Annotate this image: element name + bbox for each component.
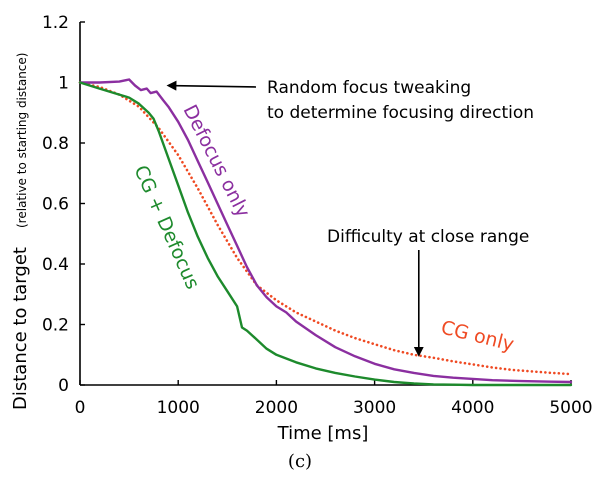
y-tick-label: 0 xyxy=(58,376,69,396)
x-tick-label: 2000 xyxy=(255,398,298,418)
x-tick-label: 0 xyxy=(75,398,86,418)
axes: 0 1000 2000 3000 4000 5000 0 0.2 0.4 0.6 0.8 1 1.2 xyxy=(42,13,593,418)
y-tick-label: 1 xyxy=(58,74,69,94)
series-label-cg-only: CG only xyxy=(439,317,516,356)
y-tick-label: 0.6 xyxy=(42,195,69,215)
x-tick-label: 3000 xyxy=(353,398,396,418)
y-tick-label: 0.8 xyxy=(42,134,69,154)
y-tick-label: 0.4 xyxy=(42,255,69,275)
series-layer xyxy=(78,78,573,387)
figure-caption: (c) xyxy=(288,451,312,472)
y-tick-label: 0.2 xyxy=(42,316,69,336)
annotation-random-focus-line1: Random focus tweaking xyxy=(267,78,471,98)
y-tick-label: 1.2 xyxy=(42,13,69,33)
annotation-random-focus-line2: to determine focusing direction xyxy=(267,103,534,123)
series-label-cg-defocus: CG + Defocus xyxy=(129,162,203,292)
label-layer xyxy=(166,80,424,357)
y-axis-title: Distance to target xyxy=(10,247,31,410)
x-axis-title: Time [ms] xyxy=(277,423,369,444)
x-tick-label: 1000 xyxy=(157,398,200,418)
series-line-cg-only xyxy=(78,81,573,376)
y-axis-subtitle: (relative to starting distance) xyxy=(15,53,29,228)
series-line-cg-defocus xyxy=(78,81,573,387)
series-line-defocus-only xyxy=(78,78,573,384)
annotation-close-range: Difficulty at close range xyxy=(327,227,529,247)
annotation-arrow-random-focus xyxy=(166,80,257,91)
x-tick-label: 4000 xyxy=(451,398,494,418)
x-tick-label: 5000 xyxy=(549,398,592,418)
